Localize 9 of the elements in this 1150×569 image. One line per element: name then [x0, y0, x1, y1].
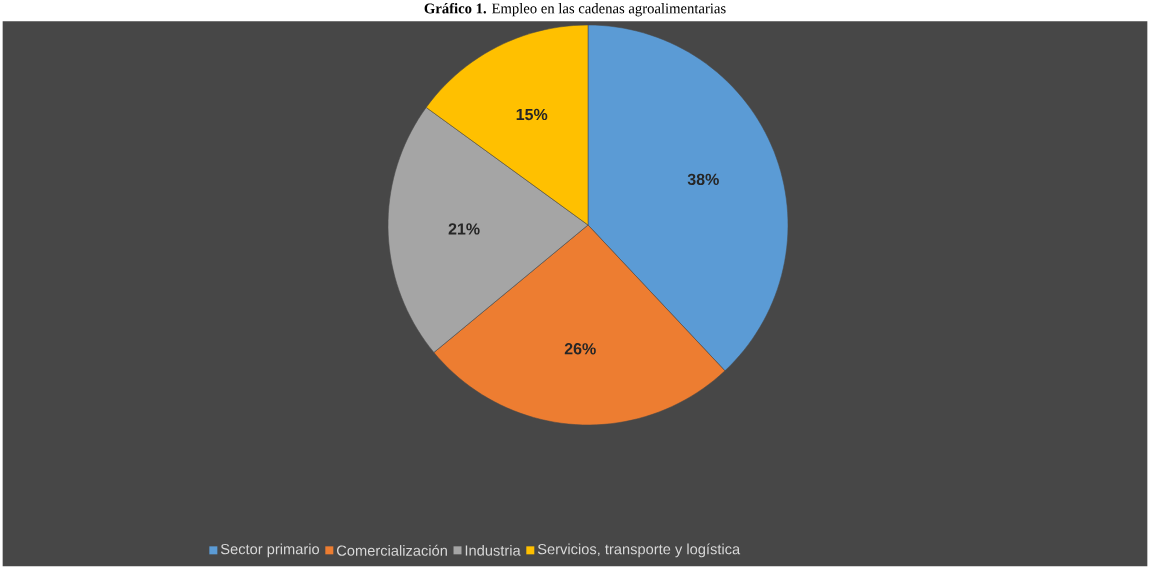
- data-label: 26%: [564, 343, 596, 355]
- legend-label: Servicios, transporte y logística: [537, 543, 741, 558]
- data-label: 38%: [687, 173, 719, 186]
- data-label: 21%: [448, 223, 480, 235]
- legend-label: Comercialización: [337, 544, 447, 556]
- legend-label: Sector primario: [220, 543, 320, 558]
- chart-title: Gráfico 1. Empleo en las cadenas agroalimentarias: [424, 2, 726, 17]
- data-label: 15%: [516, 108, 548, 121]
- legend-label: Industria: [465, 544, 521, 556]
